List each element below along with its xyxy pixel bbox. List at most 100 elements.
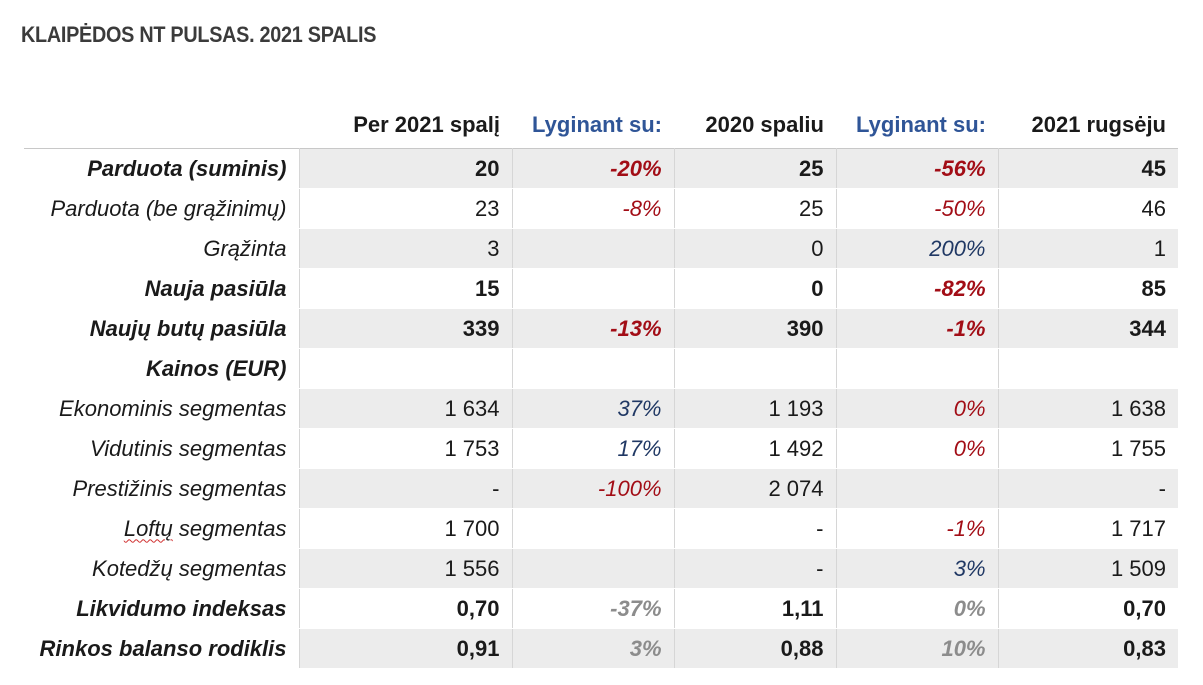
row-label-suffix: segmentas	[172, 515, 287, 541]
table-row: Prestižinis segmentas - -100% 2 074 -	[24, 468, 1178, 509]
cell-value: -	[298, 468, 512, 509]
table-row: Ekonominis segmentas 1 634 37% 1 193 0% …	[24, 388, 1178, 429]
cell-value: 339	[298, 308, 512, 349]
cell-value: 23	[298, 188, 512, 229]
cell-change: 10%	[835, 628, 998, 669]
cell-change: -37%	[511, 588, 674, 629]
cell-value: 25	[673, 148, 836, 189]
row-label: Kainos (EUR)	[24, 348, 299, 389]
cell-change	[511, 228, 674, 269]
cell-change: 3%	[511, 628, 674, 669]
cell-change	[511, 348, 674, 389]
row-label: Loftų segmentas	[24, 508, 299, 549]
header-last-year: 2020 spaliu	[705, 112, 824, 137]
table-row: Kotedžų segmentas 1 556 - 3% 1 509	[24, 548, 1178, 589]
row-label: Kotedžų segmentas	[24, 548, 299, 589]
table-row: Parduota (be grąžinimų) 23 -8% 25 -50% 4…	[24, 188, 1178, 229]
cell-change	[835, 348, 998, 389]
cell-value: 0,88	[673, 628, 836, 669]
row-label: Rinkos balanso rodiklis	[24, 628, 299, 669]
cell-value: 1 755	[997, 428, 1178, 469]
table-header-row: Per 2021 spalį Lyginant su: 2020 spaliu …	[24, 102, 1178, 149]
cell-change: 0%	[835, 428, 998, 469]
cell-value: 1 634	[298, 388, 512, 429]
cell-value	[298, 348, 512, 389]
cell-change: -82%	[835, 268, 998, 309]
cell-change	[511, 268, 674, 309]
cell-change	[511, 548, 674, 589]
cell-value: 1	[997, 228, 1178, 269]
cell-value: 25	[673, 188, 836, 229]
cell-value: 20	[298, 148, 512, 189]
cell-value: 15	[298, 268, 512, 309]
cell-value: 1 509	[997, 548, 1178, 589]
row-label: Parduota (be grąžinimų)	[24, 188, 299, 229]
table-row: Nauja pasiūla 15 0 -82% 85	[24, 268, 1178, 309]
cell-value: 344	[997, 308, 1178, 349]
cell-value: -	[673, 548, 836, 589]
table-row: Vidutinis segmentas 1 753 17% 1 492 0% 1…	[24, 428, 1178, 469]
cell-value: 1 717	[997, 508, 1178, 549]
cell-value: 1 700	[298, 508, 512, 549]
row-label: Grąžinta	[24, 228, 299, 269]
pulse-table: Per 2021 spalį Lyginant su: 2020 spaliu …	[24, 102, 1178, 669]
header-compare-2: Lyginant su:	[856, 112, 986, 137]
cell-value: 1,11	[673, 588, 836, 629]
cell-change: -13%	[511, 308, 674, 349]
row-label: Naujų butų pasiūla	[24, 308, 299, 349]
cell-value: -	[997, 468, 1178, 509]
cell-change: 0%	[835, 588, 998, 629]
cell-value	[997, 348, 1178, 389]
cell-change: -50%	[835, 188, 998, 229]
row-label: Ekonominis segmentas	[24, 388, 299, 429]
header-empty	[24, 102, 299, 149]
header-prev-month: 2021 rugsėju	[1031, 112, 1166, 137]
cell-change	[511, 508, 674, 549]
table-row: Naujų butų pasiūla 339 -13% 390 -1% 344	[24, 308, 1178, 349]
cell-value	[673, 348, 836, 389]
row-label: Prestižinis segmentas	[24, 468, 299, 509]
header-compare-1: Lyginant su:	[532, 112, 662, 137]
cell-value: 1 638	[997, 388, 1178, 429]
cell-change: -20%	[511, 148, 674, 189]
cell-change: -1%	[835, 308, 998, 349]
table-row: Grąžinta 3 0 200% 1	[24, 228, 1178, 269]
cell-value: 85	[997, 268, 1178, 309]
cell-value: 0	[673, 228, 836, 269]
row-label: Vidutinis segmentas	[24, 428, 299, 469]
cell-change: 37%	[511, 388, 674, 429]
cell-value: 1 193	[673, 388, 836, 429]
header-current-month: Per 2021 spalį	[353, 112, 500, 137]
table-row: Parduota (suminis) 20 -20% 25 -56% 45	[24, 148, 1178, 189]
cell-value: 0,91	[298, 628, 512, 669]
cell-change: -1%	[835, 508, 998, 549]
cell-value: 0,70	[997, 588, 1178, 629]
cell-value: 1 556	[298, 548, 512, 589]
page-title: KLAIPĖDOS NT PULSAS. 2021 SPALIS	[21, 22, 377, 47]
cell-value: 1 753	[298, 428, 512, 469]
cell-value: 0,70	[298, 588, 512, 629]
table-row: Loftų segmentas 1 700 - -1% 1 717	[24, 508, 1178, 549]
cell-value: 2 074	[673, 468, 836, 509]
cell-value: 0,83	[997, 628, 1178, 669]
cell-change: 17%	[511, 428, 674, 469]
cell-value: 390	[673, 308, 836, 349]
cell-change: 200%	[835, 228, 998, 269]
table-row: Kainos (EUR)	[24, 348, 1178, 389]
row-label: Parduota (suminis)	[24, 148, 299, 189]
cell-change	[835, 468, 998, 509]
cell-change: -56%	[835, 148, 998, 189]
cell-change: 0%	[835, 388, 998, 429]
cell-value: 45	[997, 148, 1178, 189]
row-label-prefix: Loftų	[123, 515, 173, 541]
cell-value: -	[673, 508, 836, 549]
cell-change: 3%	[835, 548, 998, 589]
cell-change: -100%	[511, 468, 674, 509]
row-label: Likvidumo indeksas	[24, 588, 299, 629]
table-row: Likvidumo indeksas 0,70 -37% 1,11 0% 0,7…	[24, 588, 1178, 629]
cell-value: 3	[298, 228, 512, 269]
cell-value: 1 492	[673, 428, 836, 469]
table-row: Rinkos balanso rodiklis 0,91 3% 0,88 10%…	[24, 628, 1178, 669]
cell-change: -8%	[511, 188, 674, 229]
row-label: Nauja pasiūla	[24, 268, 299, 309]
